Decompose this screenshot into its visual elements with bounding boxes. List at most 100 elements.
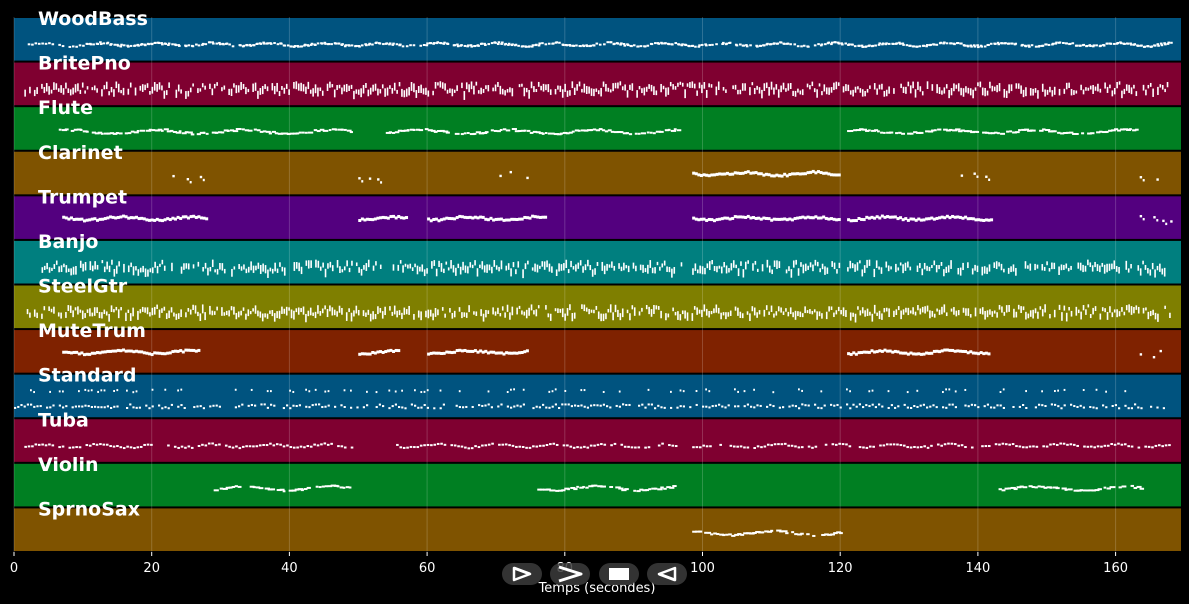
note [310,42,314,45]
note [372,311,374,320]
play-button[interactable] [550,563,590,585]
note [292,132,298,135]
note [824,216,828,220]
note [609,304,612,313]
note [707,217,711,221]
note [1079,489,1083,492]
note [957,310,960,316]
note [809,309,811,314]
note [129,403,132,406]
note [1099,44,1103,47]
note [343,389,346,392]
note [790,172,794,176]
note [532,130,538,133]
note [1066,131,1070,134]
note [93,351,97,355]
note [195,43,198,46]
note [916,405,919,408]
stop-button[interactable] [599,563,639,585]
note [558,263,560,272]
note [204,312,206,321]
note [807,445,811,448]
note [923,445,926,448]
note [270,488,276,491]
note [286,404,289,407]
note [460,215,464,219]
note [987,44,990,47]
note [420,406,423,409]
note [827,41,831,44]
note [830,41,834,44]
note [443,268,445,274]
note [595,129,601,132]
note [657,42,661,45]
note [639,45,643,48]
note [235,85,238,94]
note [771,269,773,275]
note [84,404,87,407]
note [497,405,500,408]
note [94,132,100,135]
note [977,218,981,222]
note [1054,403,1057,406]
note [974,307,977,317]
note [715,172,719,176]
rewind-button[interactable] [647,563,687,585]
note [1043,486,1048,489]
note [510,217,514,221]
note [278,310,281,319]
note [398,406,401,409]
note [237,485,242,488]
note [605,83,607,92]
note [887,265,890,272]
note [511,88,514,97]
note [893,215,897,219]
note [695,390,698,393]
note [542,444,545,447]
note [437,219,441,223]
note [512,351,516,355]
note [541,261,544,267]
note [271,310,274,317]
note [146,83,149,88]
note [440,263,443,272]
note [1057,389,1059,392]
note [847,218,851,222]
note [745,44,748,47]
note [976,265,979,273]
note [192,348,196,352]
note [62,390,64,393]
note [575,44,578,47]
note [684,44,688,47]
note [408,305,410,315]
note [941,306,943,315]
note [33,309,36,317]
note [57,88,60,92]
note [728,217,732,221]
note [419,444,423,447]
note [481,404,484,407]
note [886,215,890,219]
note [932,349,936,353]
note [998,262,1000,267]
note [228,88,230,96]
track-name: Trumpet [38,186,127,208]
note [725,171,729,175]
note [885,261,888,268]
note [584,264,587,271]
note [462,261,464,271]
play-selection-button[interactable] [502,563,542,585]
note [717,307,720,314]
note [322,262,324,268]
note [175,131,182,134]
note [160,42,163,45]
note [191,45,195,48]
note [53,82,55,91]
note [281,306,283,314]
note [139,129,146,132]
note [375,406,378,409]
note [904,351,908,355]
note [728,172,732,176]
note [814,171,818,175]
note [505,265,508,271]
